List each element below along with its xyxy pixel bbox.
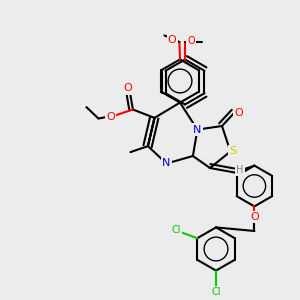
Text: O: O [250,212,259,222]
Text: O: O [234,107,243,118]
Text: N: N [162,158,171,169]
Text: Cl: Cl [211,286,221,297]
Text: H: H [236,165,244,175]
Text: O: O [106,112,115,122]
Text: O: O [187,37,195,46]
Text: O: O [123,83,132,94]
Text: O: O [168,34,177,45]
Text: N: N [193,124,202,135]
Text: Cl: Cl [171,225,181,235]
Text: S: S [229,146,236,157]
